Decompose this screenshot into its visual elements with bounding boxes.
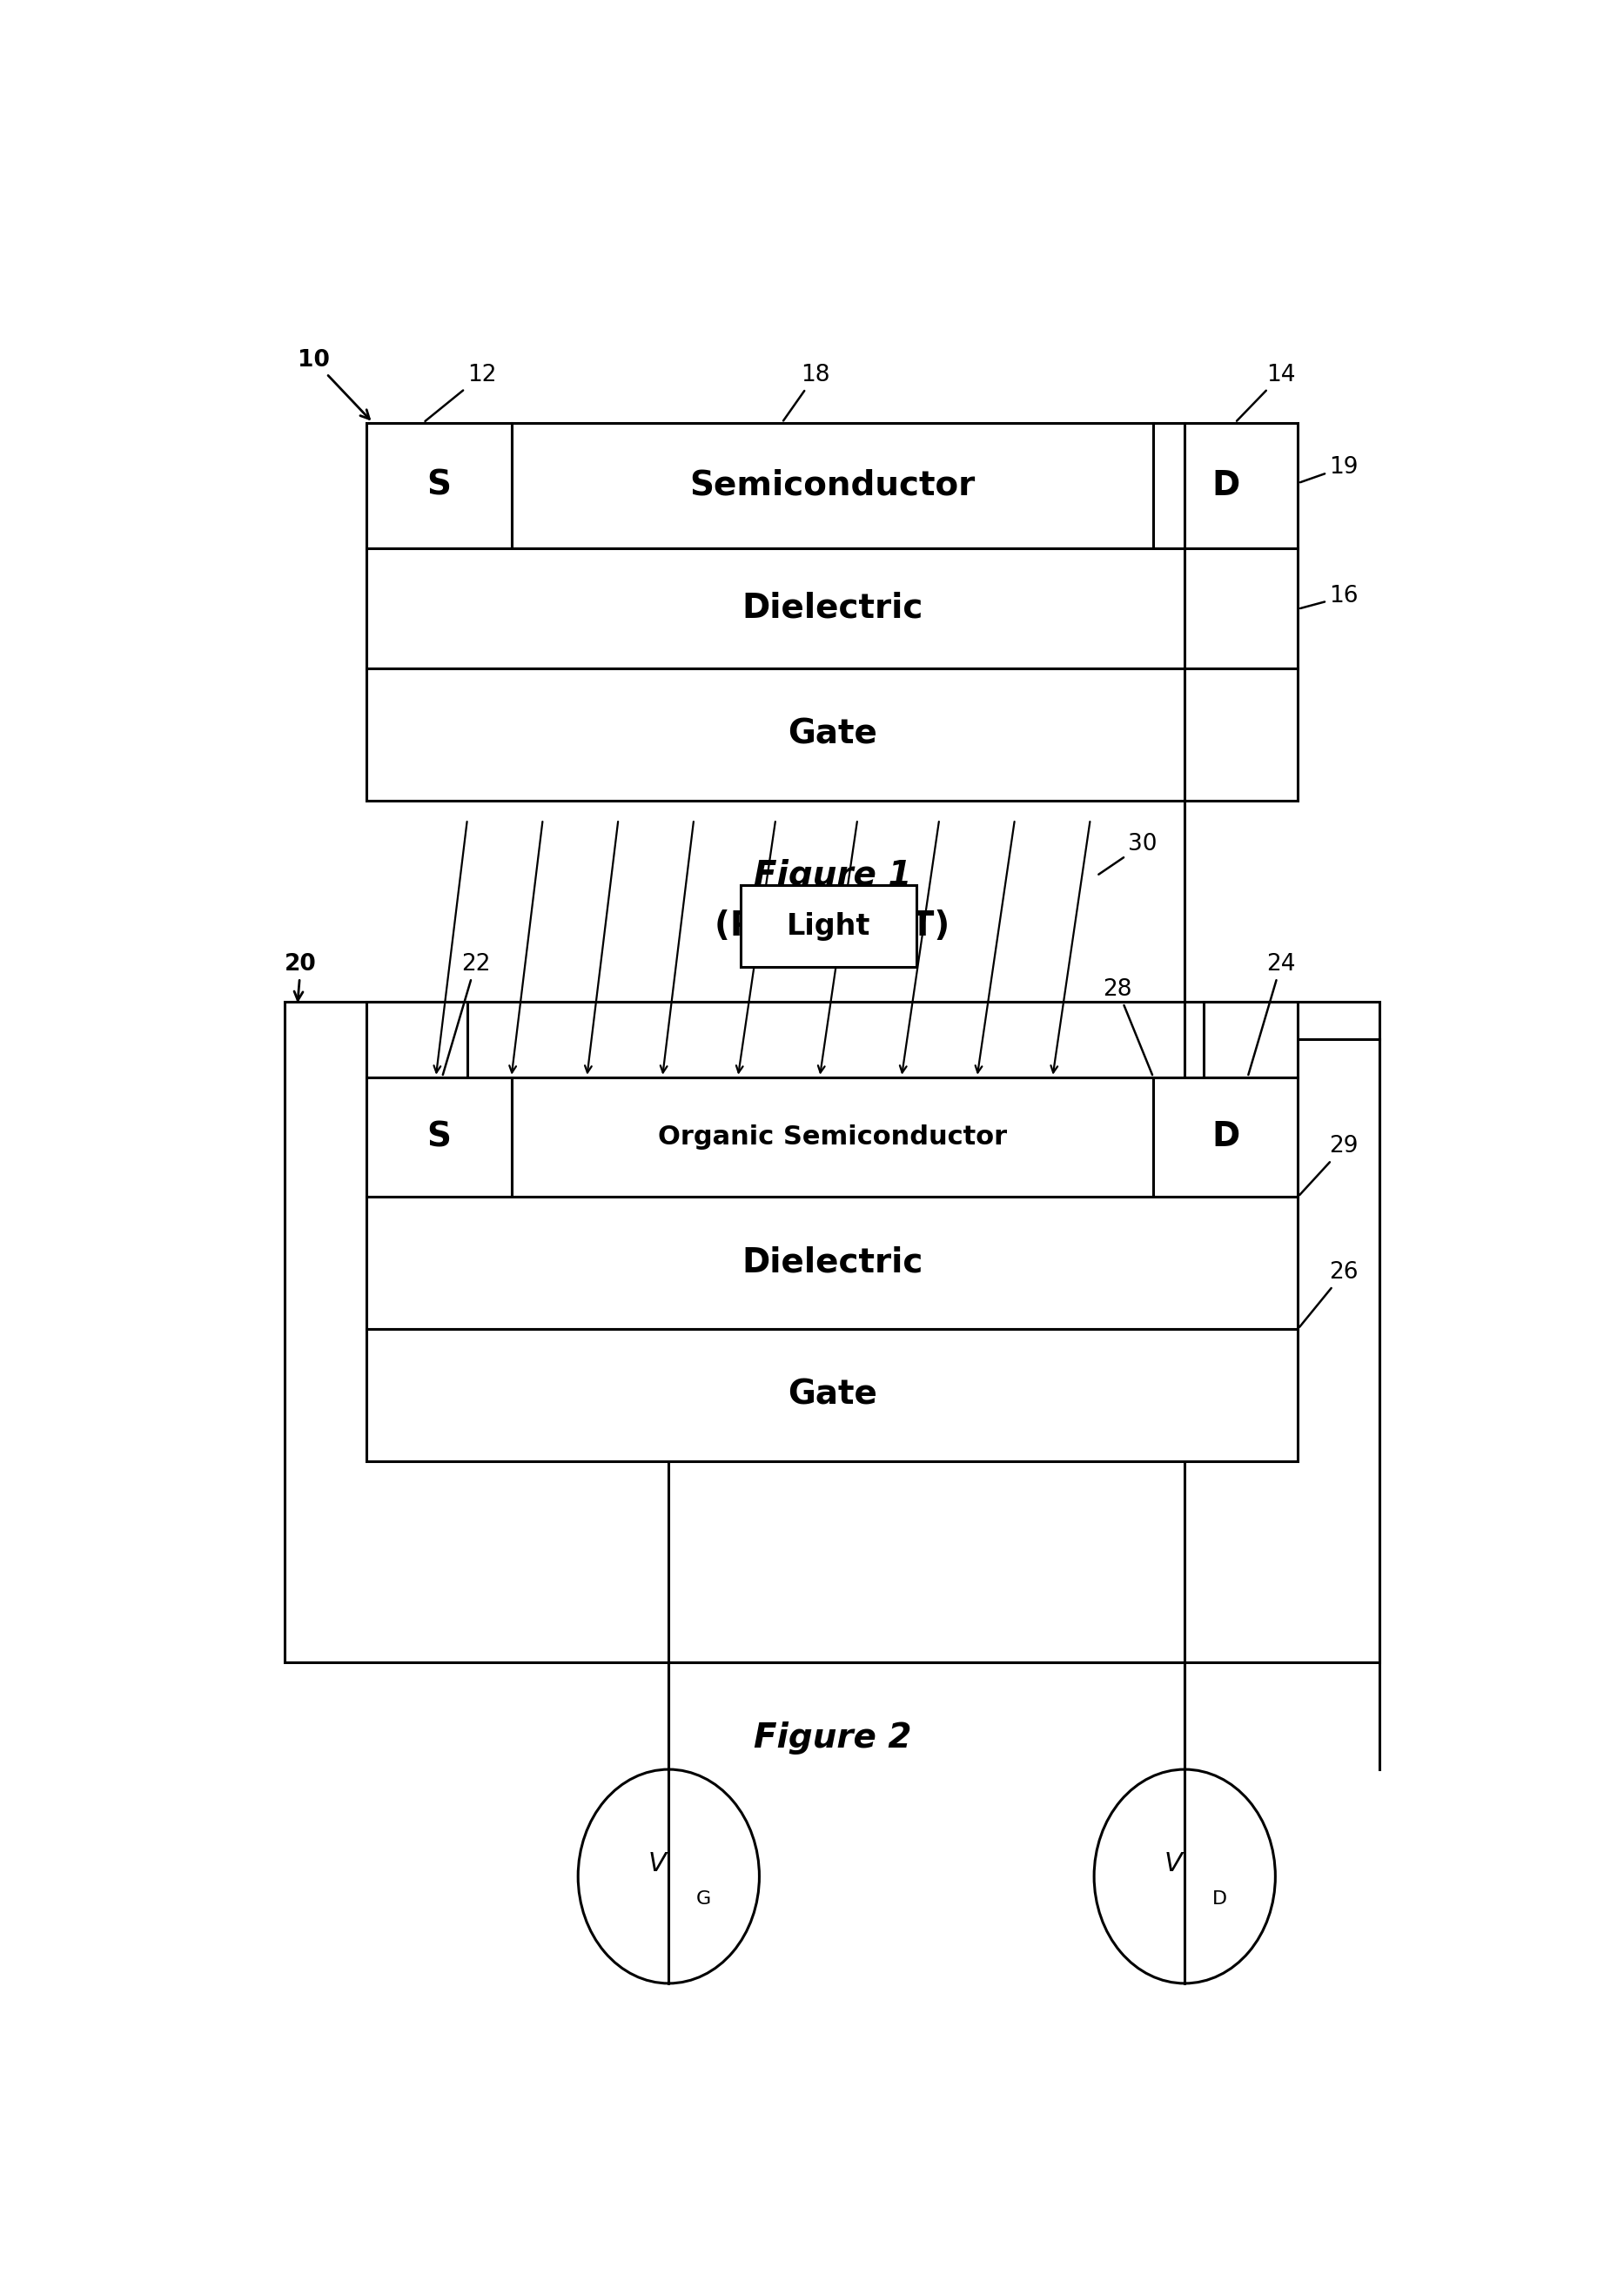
Text: Figure 2: Figure 2 — [754, 1721, 911, 1753]
Text: 18: 18 — [783, 363, 830, 420]
Text: 14: 14 — [1237, 363, 1296, 420]
Text: 28: 28 — [1103, 978, 1153, 1074]
Text: $V$: $V$ — [648, 1852, 669, 1877]
Text: Figure 1: Figure 1 — [754, 858, 911, 893]
Text: 29: 29 — [1299, 1136, 1359, 1196]
Text: $V$: $V$ — [1164, 1852, 1186, 1877]
Bar — [512, 422, 1153, 549]
Bar — [367, 1196, 1298, 1329]
Text: Light: Light — [786, 911, 870, 941]
Text: 12: 12 — [425, 363, 497, 422]
Text: 20: 20 — [284, 952, 317, 1001]
Text: 10: 10 — [297, 349, 369, 420]
Bar — [512, 1076, 1153, 1196]
Bar — [367, 422, 512, 549]
Text: 30: 30 — [1098, 833, 1158, 874]
Bar — [367, 1329, 1298, 1462]
Text: Semiconductor: Semiconductor — [690, 468, 974, 503]
Text: Organic Semiconductor: Organic Semiconductor — [658, 1125, 1007, 1150]
Bar — [367, 1076, 512, 1196]
Bar — [1153, 1076, 1298, 1196]
Text: G: G — [697, 1891, 711, 1907]
Text: Dielectric: Dielectric — [742, 592, 922, 624]
Text: 24: 24 — [1249, 952, 1296, 1074]
Text: Gate: Gate — [788, 1379, 877, 1411]
Text: 26: 26 — [1299, 1262, 1359, 1327]
Text: 22: 22 — [443, 952, 490, 1074]
Bar — [741, 886, 916, 966]
Text: S: S — [427, 468, 451, 503]
Text: 19: 19 — [1301, 457, 1359, 482]
Bar — [367, 1001, 468, 1076]
Text: D: D — [1212, 1120, 1239, 1154]
Text: S: S — [427, 1120, 451, 1154]
Bar — [284, 1001, 1380, 1662]
Text: (PRIOR ART): (PRIOR ART) — [715, 909, 950, 943]
Text: D: D — [1212, 468, 1239, 503]
Text: 16: 16 — [1301, 585, 1359, 608]
Bar — [367, 668, 1298, 801]
Text: D: D — [1213, 1891, 1228, 1907]
Text: Dielectric: Dielectric — [742, 1246, 922, 1278]
Text: Gate: Gate — [788, 718, 877, 750]
Bar — [367, 549, 1298, 668]
Bar — [1153, 422, 1298, 549]
Bar — [1203, 1001, 1298, 1076]
